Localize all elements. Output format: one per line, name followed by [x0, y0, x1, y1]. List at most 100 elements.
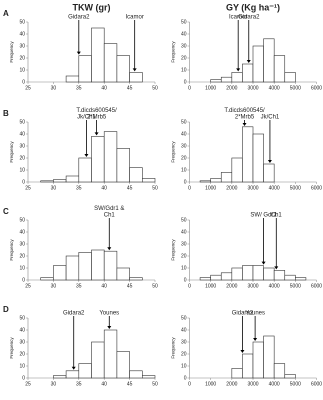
y-tick-label: 10 — [19, 167, 25, 173]
annotation-text: Ch1 — [271, 213, 283, 219]
x-tick-label: 5000 — [290, 381, 301, 387]
y-tick-label: 30 — [181, 43, 187, 49]
annotation-text: Jk/Ch1 — [261, 115, 280, 121]
bar — [252, 133, 264, 183]
y-tick-label: 40 — [181, 31, 187, 37]
column-title: TKW (gr) — [73, 2, 111, 12]
annotation-text: Gidara2 — [68, 15, 90, 21]
x-tick-label: 35 — [76, 185, 82, 191]
x-tick-label: 1000 — [205, 381, 216, 387]
x-tick-label: 50 — [152, 381, 158, 387]
y-tick-label: 50 — [181, 217, 187, 223]
y-tick-label: 50 — [19, 19, 25, 25]
bar — [65, 370, 80, 379]
bar — [129, 370, 143, 379]
bar — [199, 277, 211, 281]
y-tick-label: 10 — [181, 363, 187, 369]
y-axis-label: Frequency — [9, 337, 14, 359]
x-tick-label: 35 — [76, 85, 82, 91]
column-title: GY (Kg ha⁻¹) — [226, 2, 280, 12]
bar — [103, 329, 118, 379]
panel-label: A — [3, 9, 9, 18]
bar — [78, 157, 92, 183]
x-tick-label: 0 — [188, 283, 191, 289]
x-tick-label: 2000 — [226, 185, 237, 191]
x-tick-label: 25 — [25, 85, 31, 91]
x-tick-label: 30 — [51, 283, 57, 289]
y-tick-label: 20 — [19, 155, 25, 161]
y-tick-label: 0 — [22, 277, 25, 283]
x-tick-label: 0 — [188, 381, 191, 387]
bar — [263, 163, 275, 183]
annotation-text: Icamor — [229, 15, 247, 21]
y-tick-label: 30 — [19, 143, 25, 149]
bar — [78, 363, 92, 379]
bar — [116, 267, 130, 281]
bar — [220, 272, 233, 281]
bar — [252, 45, 264, 83]
x-tick-label: 0 — [188, 85, 191, 91]
bar — [263, 335, 275, 379]
bar — [242, 63, 254, 83]
x-tick-label: 6000 — [311, 283, 322, 289]
y-tick-label: 20 — [181, 55, 187, 61]
arrow-head — [132, 68, 137, 72]
x-tick-label: 5000 — [290, 185, 301, 191]
bar — [91, 136, 105, 183]
arrow-head — [71, 366, 76, 370]
x-tick-label: 1000 — [205, 283, 216, 289]
y-axis-label: Frequency — [171, 337, 176, 359]
bar — [295, 277, 307, 281]
y-tick-label: 20 — [181, 253, 187, 259]
y-tick-label: 30 — [19, 241, 25, 247]
y-tick-label: 40 — [181, 131, 187, 137]
bar — [242, 265, 254, 281]
y-tick-label: 50 — [181, 19, 187, 25]
bar — [142, 178, 156, 183]
y-tick-label: 20 — [181, 155, 187, 161]
bar — [220, 76, 233, 83]
y-axis-label: Frequency — [171, 239, 176, 261]
bar — [91, 341, 105, 379]
y-tick-label: 30 — [181, 241, 187, 247]
y-tick-label: 40 — [19, 229, 25, 235]
y-tick-label: 50 — [19, 315, 25, 321]
bar — [78, 252, 92, 281]
arrow-head — [76, 51, 81, 55]
y-tick-label: 10 — [181, 167, 187, 173]
x-tick-label: 6000 — [311, 185, 322, 191]
y-tick-label: 0 — [184, 79, 187, 85]
x-tick-label: 5000 — [290, 85, 301, 91]
bar — [273, 363, 286, 379]
y-tick-label: 50 — [19, 119, 25, 125]
arrow-head — [107, 247, 112, 251]
annotation-text: Jk/Ch1 — [77, 115, 96, 121]
annotation-text: Younes — [245, 311, 265, 317]
y-axis-label: Frequency — [9, 141, 14, 163]
annotation-text: T.dicds600545/ — [76, 108, 117, 114]
x-tick-label: 5000 — [290, 283, 301, 289]
y-axis-label: Frequency — [171, 41, 176, 63]
bar — [284, 374, 296, 379]
annotation-text: SW/ Gdr1 — [250, 213, 277, 219]
y-tick-label: 30 — [181, 339, 187, 345]
x-tick-label: 40 — [101, 185, 107, 191]
bar — [78, 55, 92, 83]
y-tick-label: 40 — [181, 327, 187, 333]
x-tick-label: 3000 — [247, 381, 258, 387]
annotation-text: Icamor — [126, 15, 144, 21]
y-tick-label: 30 — [19, 43, 25, 49]
arrow-head — [274, 266, 279, 270]
x-tick-label: 40 — [101, 381, 107, 387]
x-tick-label: 35 — [76, 381, 82, 387]
y-tick-label: 20 — [19, 55, 25, 61]
bar — [273, 55, 286, 83]
y-axis-label: Frequency — [171, 141, 176, 163]
bar — [40, 180, 54, 183]
y-tick-label: 20 — [19, 253, 25, 259]
annotation-text: Gidara2 — [232, 311, 254, 317]
y-tick-label: 10 — [181, 265, 187, 271]
bar — [220, 172, 233, 183]
y-tick-label: 50 — [181, 315, 187, 321]
